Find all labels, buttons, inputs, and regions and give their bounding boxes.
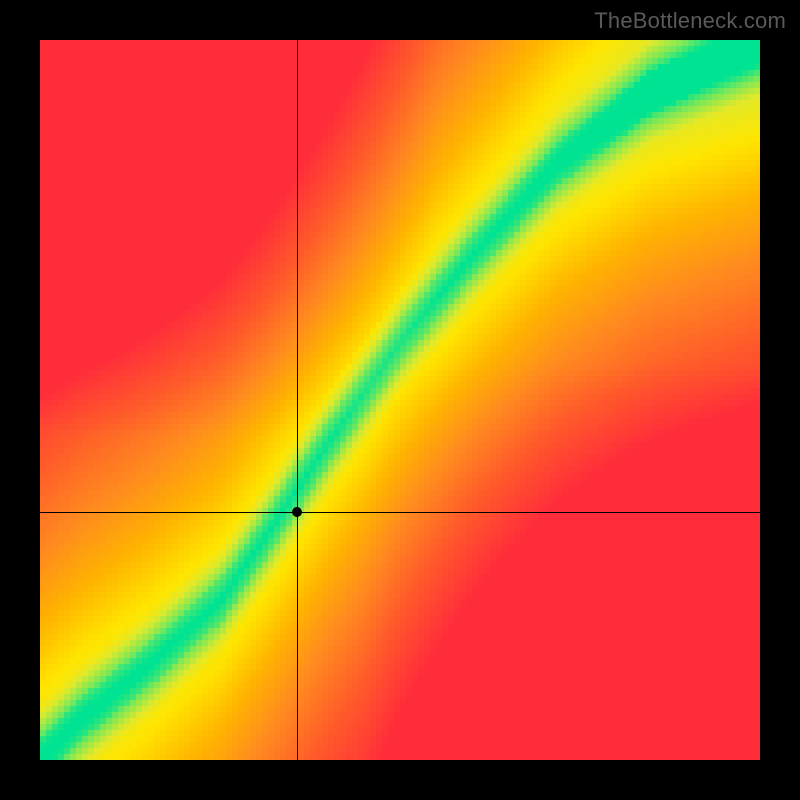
plot-area (40, 40, 760, 760)
watermark-text: TheBottleneck.com (594, 8, 786, 34)
crosshair-vertical (297, 40, 298, 760)
chart-container: TheBottleneck.com (0, 0, 800, 800)
crosshair-horizontal (40, 512, 760, 513)
intersection-marker (292, 507, 302, 517)
heatmap-canvas (40, 40, 760, 760)
